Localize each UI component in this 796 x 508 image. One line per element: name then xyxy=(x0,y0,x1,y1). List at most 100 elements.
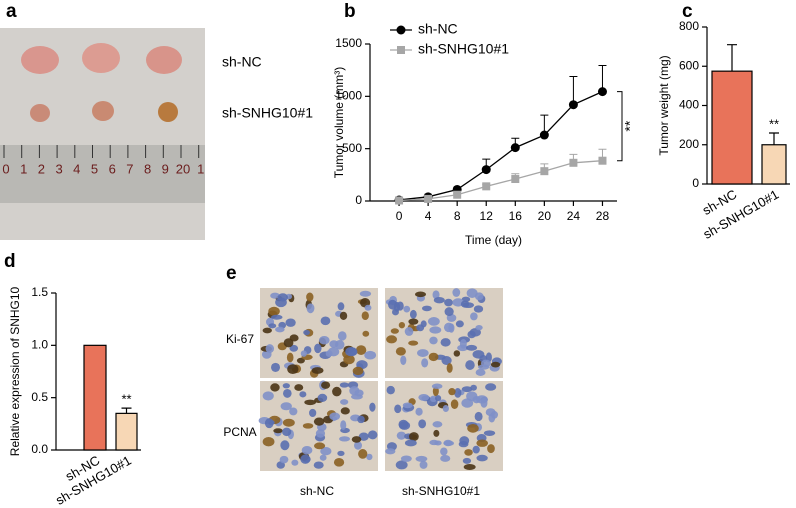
bar xyxy=(761,144,787,185)
nucleus xyxy=(402,402,413,409)
nucleus xyxy=(408,340,419,346)
nucleus xyxy=(275,326,285,333)
nucleus xyxy=(432,421,443,428)
nucleus xyxy=(264,418,274,429)
nucleus xyxy=(318,335,330,345)
y-tick-label: 500 xyxy=(342,141,362,155)
nucleus xyxy=(277,293,289,302)
nucleus xyxy=(282,383,290,389)
marker xyxy=(569,158,578,167)
ruler-label: 1 xyxy=(20,161,27,176)
nucleus xyxy=(400,455,412,462)
nucleus xyxy=(355,345,367,355)
ruler-label: 3 xyxy=(55,161,62,176)
annotation: ** xyxy=(622,120,638,131)
nucleus xyxy=(429,336,438,345)
value-label: ** xyxy=(121,392,131,407)
nucleus xyxy=(262,391,274,401)
nucleus xyxy=(466,288,478,298)
series-line xyxy=(398,91,603,201)
nucleus xyxy=(306,303,315,314)
nucleus xyxy=(441,356,452,365)
nucleus xyxy=(385,448,396,455)
nucleus xyxy=(396,301,404,311)
nucleus xyxy=(280,440,290,451)
y-tick-label: 1.0 xyxy=(31,338,48,352)
nucleus xyxy=(271,362,281,372)
nucleus xyxy=(440,447,448,456)
series-line xyxy=(399,160,603,202)
nucleus xyxy=(415,407,423,416)
nucleus xyxy=(414,291,427,298)
ruler-label: 4 xyxy=(73,161,80,176)
nucleus xyxy=(351,436,362,443)
nucleus xyxy=(314,343,322,354)
nucleus xyxy=(416,324,425,332)
nucleus xyxy=(325,350,333,357)
nucleus xyxy=(287,364,299,375)
nucleus xyxy=(404,327,414,336)
nucleus xyxy=(262,327,272,334)
nucleus xyxy=(455,320,464,328)
nucleus xyxy=(361,311,369,321)
nucleus xyxy=(282,418,295,427)
nucleus xyxy=(435,395,442,402)
nucleus xyxy=(428,352,439,362)
nucleus xyxy=(488,413,496,423)
marker xyxy=(482,182,491,191)
tumor xyxy=(21,46,59,74)
nucleus xyxy=(461,296,471,302)
nucleus xyxy=(470,384,477,391)
y-tick-label: 400 xyxy=(679,98,699,112)
nucleus xyxy=(340,399,349,405)
nucleus xyxy=(357,415,365,424)
nucleus xyxy=(409,432,419,442)
nucleus xyxy=(477,364,490,370)
nucleus xyxy=(358,449,368,459)
nucleus xyxy=(329,412,341,421)
x-tick-label: 20 xyxy=(538,209,552,223)
marker xyxy=(395,196,404,205)
nucleus xyxy=(452,288,461,297)
nucleus xyxy=(268,323,277,329)
panel-label: c xyxy=(682,1,693,22)
marker xyxy=(540,167,549,176)
nucleus xyxy=(349,386,360,396)
nucleus xyxy=(395,347,406,356)
x-axis-label: Time (day) xyxy=(465,233,522,247)
nucleus xyxy=(419,460,428,469)
nucleus xyxy=(421,305,432,312)
nucleus xyxy=(311,367,324,374)
nucleus xyxy=(443,439,453,447)
nucleus xyxy=(467,423,479,433)
nucleus xyxy=(394,404,402,414)
nucleus xyxy=(270,314,283,320)
x-tick-label: 4 xyxy=(425,209,432,223)
ruler-label: 20 xyxy=(176,161,190,176)
bar xyxy=(711,70,753,185)
nucleus xyxy=(309,408,317,418)
nucleus xyxy=(320,447,332,456)
row-label: sh-NC xyxy=(222,54,262,70)
y-axis-label: Relative expression of SNHG10 xyxy=(8,286,22,456)
nucleus xyxy=(464,449,473,456)
nucleus xyxy=(465,344,478,351)
nucleus xyxy=(403,305,411,313)
error-bar xyxy=(769,132,779,145)
nucleus xyxy=(285,318,296,327)
panel-label: a xyxy=(6,1,17,22)
row-label: Ki-67 xyxy=(226,332,254,346)
nucleus xyxy=(418,393,430,401)
nucleus xyxy=(472,350,485,359)
nucleus xyxy=(279,455,289,464)
legend-label: sh-NC xyxy=(418,21,458,37)
y-tick-label: 0.0 xyxy=(31,442,48,456)
nucleus xyxy=(270,292,280,299)
legend-label: sh-SNHG10#1 xyxy=(418,41,509,57)
nucleus xyxy=(444,298,453,307)
y-tick-label: 1500 xyxy=(335,36,362,50)
nucleus xyxy=(442,404,449,412)
x-tick-label: 24 xyxy=(567,209,581,223)
nucleus xyxy=(304,399,317,406)
